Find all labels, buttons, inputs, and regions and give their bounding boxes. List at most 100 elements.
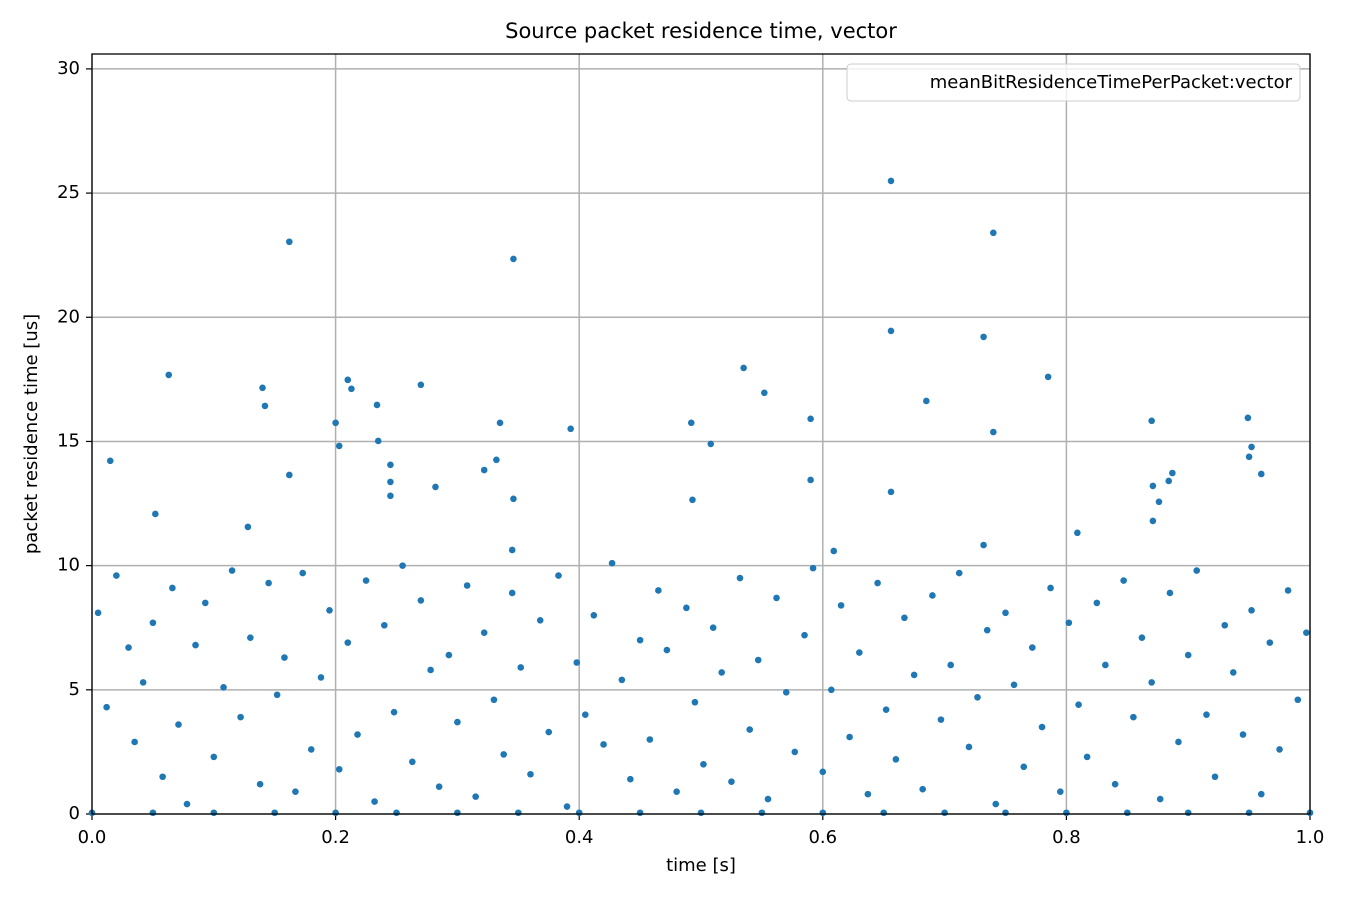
point — [728, 778, 735, 786]
legend-box — [846, 63, 1301, 102]
point — [1229, 669, 1237, 676]
point — [1245, 453, 1253, 461]
point — [371, 798, 378, 805]
point — [773, 594, 780, 602]
point — [636, 809, 644, 817]
point — [608, 559, 616, 567]
point — [247, 634, 254, 641]
point — [856, 649, 863, 656]
point — [125, 644, 132, 651]
point — [1169, 469, 1176, 477]
point — [348, 385, 355, 393]
point — [887, 327, 895, 335]
point — [149, 809, 157, 817]
chart-title: Source packet residence time, vector — [505, 19, 897, 43]
point — [740, 364, 747, 372]
point — [1063, 809, 1070, 817]
point — [618, 676, 626, 684]
point — [937, 716, 945, 723]
point — [192, 641, 199, 649]
point — [819, 809, 827, 817]
point — [381, 621, 388, 629]
y-tick-label: 10 — [57, 555, 80, 576]
point — [782, 689, 790, 696]
point — [472, 793, 479, 800]
point — [1276, 746, 1283, 753]
point — [281, 654, 288, 661]
point — [210, 809, 218, 817]
point — [1130, 713, 1137, 721]
point — [974, 693, 981, 701]
point — [700, 761, 707, 768]
point — [663, 646, 671, 654]
point — [941, 809, 948, 817]
point — [887, 177, 895, 185]
point — [1303, 629, 1310, 636]
point — [201, 599, 209, 607]
point — [1156, 795, 1164, 803]
point — [1257, 790, 1265, 798]
x-tick-label: 0.6 — [808, 827, 837, 848]
point — [1184, 809, 1192, 817]
point — [273, 691, 281, 699]
point — [480, 629, 488, 636]
point — [536, 616, 544, 624]
point — [846, 733, 853, 741]
point — [265, 579, 272, 587]
point — [983, 626, 991, 634]
y-axis-label: packet residence time [us] — [21, 314, 42, 554]
point — [887, 488, 895, 496]
point — [758, 809, 766, 817]
point — [210, 753, 218, 761]
point — [139, 679, 147, 686]
point — [627, 775, 634, 783]
point — [809, 564, 817, 572]
legend-label: meanBitResidenceTimePerPacket:vector — [930, 72, 1293, 93]
point — [990, 229, 997, 237]
y-tick-label: 20 — [57, 306, 80, 327]
point — [555, 572, 562, 579]
point — [980, 541, 987, 549]
point — [1294, 696, 1302, 704]
point — [344, 376, 352, 384]
point — [387, 492, 394, 500]
point — [1138, 634, 1146, 641]
point — [1203, 711, 1210, 718]
point — [256, 780, 264, 788]
point — [761, 389, 768, 397]
point — [1093, 599, 1101, 607]
point — [393, 809, 400, 817]
point — [517, 664, 525, 671]
point — [106, 457, 114, 465]
point — [709, 624, 717, 632]
point — [220, 684, 227, 691]
point — [1002, 609, 1009, 617]
point — [990, 428, 997, 436]
point — [955, 569, 963, 577]
point — [1065, 619, 1073, 627]
point — [992, 800, 1000, 808]
point — [819, 768, 827, 776]
point — [646, 736, 654, 743]
point — [689, 496, 696, 504]
point — [1257, 470, 1265, 478]
y-tick-label: 15 — [57, 430, 80, 451]
point — [1211, 773, 1219, 781]
point — [563, 803, 571, 810]
point — [454, 718, 461, 726]
point — [500, 751, 507, 758]
point — [152, 510, 159, 518]
point — [828, 686, 835, 694]
point — [807, 415, 814, 423]
point — [1149, 517, 1157, 525]
point — [791, 748, 799, 756]
point — [515, 809, 522, 817]
point — [271, 809, 279, 817]
point — [910, 671, 918, 679]
point — [707, 440, 715, 448]
point — [149, 619, 157, 627]
point — [159, 773, 166, 781]
point — [1244, 414, 1252, 422]
point — [1074, 529, 1081, 537]
point — [882, 706, 890, 713]
